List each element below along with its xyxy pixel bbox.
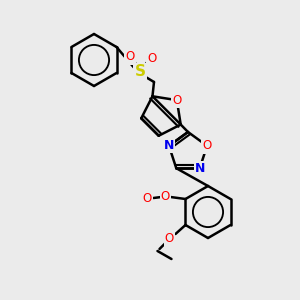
Text: S: S [134,64,146,80]
Text: O: O [125,50,135,64]
Text: O: O [165,232,174,245]
Text: N: N [195,162,205,175]
Text: O: O [147,52,157,64]
Text: O: O [161,190,170,203]
Text: O: O [172,94,182,107]
Text: O: O [143,191,152,205]
Text: O: O [202,139,211,152]
Text: N: N [164,139,174,152]
